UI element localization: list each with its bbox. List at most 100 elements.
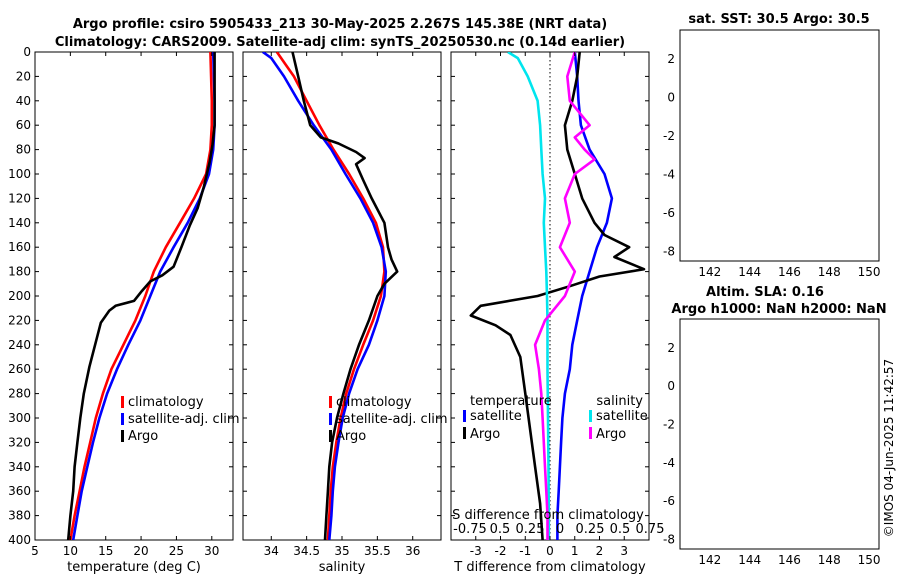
x-tick-label: -2 bbox=[495, 544, 507, 558]
map-y-tick-label: -2 bbox=[663, 417, 675, 431]
sla-map-title-line2: Argo h1000: NaN h2000: NaN bbox=[671, 302, 886, 317]
y-tick-label: 320 bbox=[8, 435, 31, 449]
temperature-series bbox=[66, 52, 216, 540]
legend-swatch-temp-argo bbox=[463, 427, 466, 439]
y-tick-label: 260 bbox=[8, 362, 31, 376]
y-tick-label: 140 bbox=[8, 216, 31, 230]
y-tick-label: 220 bbox=[8, 313, 31, 327]
series-line-salinity-satellite bbox=[507, 52, 551, 540]
y-tick-label: 100 bbox=[8, 167, 31, 181]
s-diff-tick-label: 0.5 bbox=[490, 522, 511, 537]
salinity-legend: climatology satellite-adj. clim Argo bbox=[329, 395, 448, 444]
x-tick-label: 20 bbox=[133, 544, 148, 558]
x-tick-label: 0 bbox=[546, 544, 554, 558]
legend-label-argo: Argo bbox=[336, 429, 366, 444]
legend-swatch-argo bbox=[329, 430, 332, 442]
legend-swatch-satellite bbox=[329, 413, 332, 425]
map-y-tick-label: -4 bbox=[663, 167, 675, 181]
map-x-tick-label: 148 bbox=[818, 553, 841, 567]
x-tick-label: 15 bbox=[98, 544, 113, 558]
y-tick-label: 0 bbox=[23, 45, 31, 59]
temperature-axes bbox=[34, 51, 234, 541]
map-x-tick-label: 144 bbox=[738, 553, 761, 567]
s-difference-ticks: -0.75 0.5 0.25 0 0.25 0.5 0.75 bbox=[453, 522, 664, 537]
x-tick-label: 1 bbox=[571, 544, 579, 558]
sst-map-title: sat. SST: 30.5 Argo: 30.5 bbox=[688, 12, 869, 27]
map-y-tick-label: 0 bbox=[667, 90, 675, 104]
figure-title-line1: Argo profile: csiro 5905433_213 30-May-2… bbox=[73, 17, 607, 32]
s-diff-tick-label: 0.25 bbox=[516, 522, 545, 537]
legend-label-temp-argo: Argo bbox=[470, 427, 500, 442]
y-tick-label: 20 bbox=[16, 69, 31, 83]
x-tick-label: -3 bbox=[470, 544, 482, 558]
map-y-tick-label: -8 bbox=[663, 244, 675, 258]
series-line-temperature-argo bbox=[469, 52, 646, 540]
series-line-climatology bbox=[275, 52, 386, 540]
legend-label-sal-satellite: satellite bbox=[596, 409, 648, 424]
s-diff-tick-label: 0.25 bbox=[576, 522, 605, 537]
y-tick-label: 240 bbox=[8, 338, 31, 352]
series-line-climatology bbox=[69, 52, 214, 540]
y-tick-label: 120 bbox=[8, 191, 31, 205]
y-tick-label: 300 bbox=[8, 411, 31, 425]
x-tick-label: 34.5 bbox=[293, 544, 320, 558]
x-tick-label: 3 bbox=[620, 544, 628, 558]
map-y-tick-label: -4 bbox=[663, 456, 675, 470]
legend-label-sal-argo: Argo bbox=[596, 427, 626, 442]
s-difference-label: S difference from climatology bbox=[452, 508, 644, 523]
series-line-argo bbox=[291, 52, 399, 540]
s-diff-tick-label: 0.5 bbox=[610, 522, 631, 537]
y-tick-label: 400 bbox=[8, 533, 31, 547]
map-x-tick-label: 142 bbox=[698, 553, 721, 567]
x-tick-label: 36 bbox=[405, 544, 420, 558]
x-tick-label: -1 bbox=[519, 544, 531, 558]
y-tick-label: 40 bbox=[16, 94, 31, 108]
salinity-axes bbox=[242, 51, 442, 541]
x-tick-label: 25 bbox=[169, 544, 184, 558]
axis-ticks: 5 10 15 20 25 3002040608010012014016018020022… bbox=[8, 45, 880, 567]
x-tick-label: 2 bbox=[596, 544, 604, 558]
salinity-xlabel: salinity bbox=[319, 560, 366, 575]
x-tick-label: 35 bbox=[334, 544, 349, 558]
legend-title-temperature: temperature bbox=[470, 394, 552, 409]
y-tick-label: 180 bbox=[8, 265, 31, 279]
difference-salinity-legend: salinity satellite Argo bbox=[589, 394, 648, 442]
y-tick-label: 280 bbox=[8, 387, 31, 401]
figure-title-line2: Climatology: CARS2009. Satellite-adj cli… bbox=[55, 35, 625, 50]
y-tick-label: 340 bbox=[8, 460, 31, 474]
map-x-tick-label: 146 bbox=[778, 553, 801, 567]
sst-map-frame bbox=[679, 29, 880, 262]
legend-swatch-satellite bbox=[121, 413, 124, 425]
legend-label-satellite: satellite-adj. clim bbox=[128, 412, 240, 427]
legend-label-argo: Argo bbox=[128, 429, 158, 444]
difference-temperature-legend: temperature satellite Argo bbox=[463, 394, 552, 442]
x-tick-label: 5 bbox=[31, 544, 39, 558]
y-tick-label: 360 bbox=[8, 484, 31, 498]
s-diff-tick-label: -0.75 bbox=[453, 522, 487, 537]
y-tick-label: 160 bbox=[8, 240, 31, 254]
s-diff-tick-label: 0.75 bbox=[636, 522, 665, 537]
legend-swatch-temp-satellite bbox=[463, 410, 466, 422]
map-x-tick-label: 148 bbox=[818, 265, 841, 279]
map-x-tick-label: 142 bbox=[698, 265, 721, 279]
sla-map-frame bbox=[679, 318, 880, 550]
difference-xlabel: T difference from climatology bbox=[453, 560, 646, 575]
legend-label-satellite: satellite-adj. clim bbox=[336, 412, 448, 427]
map-y-tick-label: -6 bbox=[663, 206, 675, 220]
legend-swatch-argo bbox=[121, 430, 124, 442]
sla-map-title-line1: Altim. SLA: 0.16 bbox=[706, 285, 824, 300]
legend-swatch-sal-argo bbox=[589, 427, 592, 439]
x-tick-label: 35.5 bbox=[364, 544, 391, 558]
map-x-tick-label: 150 bbox=[858, 553, 881, 567]
map-y-tick-label: -6 bbox=[663, 494, 675, 508]
legend-label-temp-satellite: satellite bbox=[470, 409, 522, 424]
legend-label-climatology: climatology bbox=[336, 395, 412, 410]
temperature-xlabel: temperature (deg C) bbox=[67, 560, 201, 575]
x-tick-label: 30 bbox=[204, 544, 219, 558]
x-tick-label: 34 bbox=[264, 544, 279, 558]
map-y-tick-label: 2 bbox=[667, 52, 675, 66]
y-tick-label: 200 bbox=[8, 289, 31, 303]
legend-title-salinity: salinity bbox=[596, 394, 643, 409]
imos-timestamp: ©IMOS 04-Jun-2025 11:42:57 bbox=[882, 359, 896, 537]
